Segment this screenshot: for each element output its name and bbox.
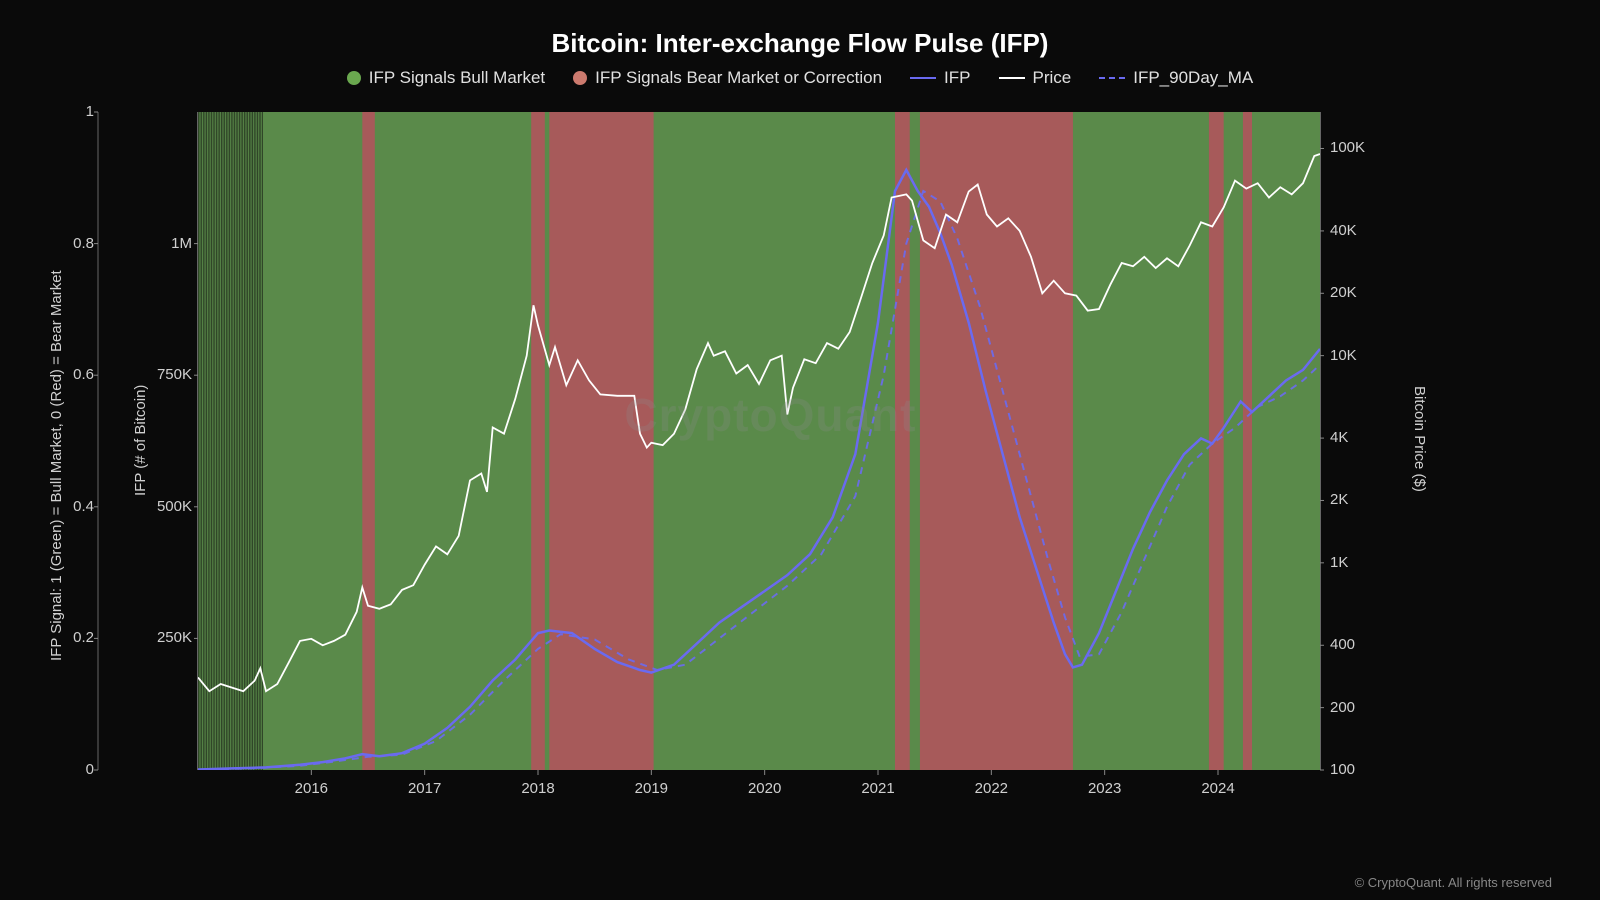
- tick-label: 100: [1330, 761, 1390, 778]
- tick-label: 20K: [1330, 284, 1390, 301]
- tick-label: 2019: [626, 780, 676, 797]
- tick-label: 2023: [1080, 780, 1130, 797]
- tick-label: 0.8: [60, 235, 94, 252]
- tick-label: 1K: [1330, 554, 1390, 571]
- tick-label: 2K: [1330, 491, 1390, 508]
- tick-label: 4K: [1330, 429, 1390, 446]
- tick-label: 0.2: [60, 629, 94, 646]
- tick-label: 0: [60, 761, 94, 778]
- tick-label: 1M: [142, 235, 192, 252]
- tick-label: 10K: [1330, 347, 1390, 364]
- tick-label: 0.6: [60, 366, 94, 383]
- copyright-text: © CryptoQuant. All rights reserved: [1355, 875, 1552, 890]
- tick-label: 2020: [740, 780, 790, 797]
- tick-label: 2016: [286, 780, 336, 797]
- tick-label: 40K: [1330, 222, 1390, 239]
- tick-label: 200: [1330, 699, 1390, 716]
- tick-label: 2017: [400, 780, 450, 797]
- tick-label: 100K: [1330, 139, 1390, 156]
- tick-label: 2024: [1193, 780, 1243, 797]
- tick-label: 2018: [513, 780, 563, 797]
- tick-label: 500K: [142, 498, 192, 515]
- tick-label: 2021: [853, 780, 903, 797]
- tick-label: 1: [60, 103, 94, 120]
- tick-label: 750K: [142, 366, 192, 383]
- tick-label: 400: [1330, 636, 1390, 653]
- tick-label: 0.4: [60, 498, 94, 515]
- tick-label: 250K: [142, 629, 192, 646]
- tick-label: 2022: [966, 780, 1016, 797]
